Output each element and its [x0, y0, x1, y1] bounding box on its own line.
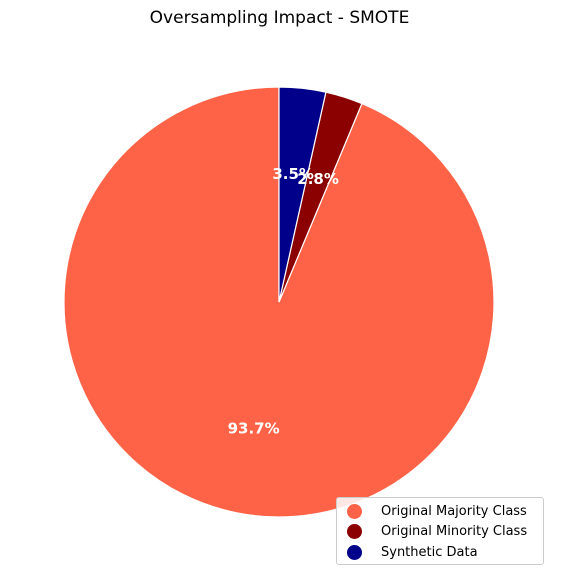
legend-marker [347, 503, 362, 519]
slice-label-original-majority-class: 93.7% [228, 419, 280, 437]
slice-label-synthetic-data: 3.5% [272, 165, 314, 183]
slice-label-original-minority-class: 2.8% [297, 170, 339, 188]
pie-slices [63, 86, 495, 518]
legend-item: Synthetic Data [347, 542, 543, 563]
chart-title: Oversampling Impact - SMOTE [149, 8, 410, 28]
pie-slice-synthetic-data [278, 86, 327, 303]
legend-item: Original Majority Class [347, 501, 543, 522]
legend-marker [347, 544, 362, 560]
legend-label: Original Minority Class [381, 524, 528, 540]
legend: Original Majority Class Original Minority… [336, 497, 544, 565]
pie-labels: 93.7% 2.8%3.5% [228, 165, 339, 438]
legend-marker [347, 524, 362, 540]
legend-label: Synthetic Data [381, 544, 478, 560]
pie-slice-original-majority-class [63, 86, 495, 518]
legend-item: Original Minority Class [347, 522, 543, 543]
legend-label: Original Majority Class [381, 503, 527, 519]
